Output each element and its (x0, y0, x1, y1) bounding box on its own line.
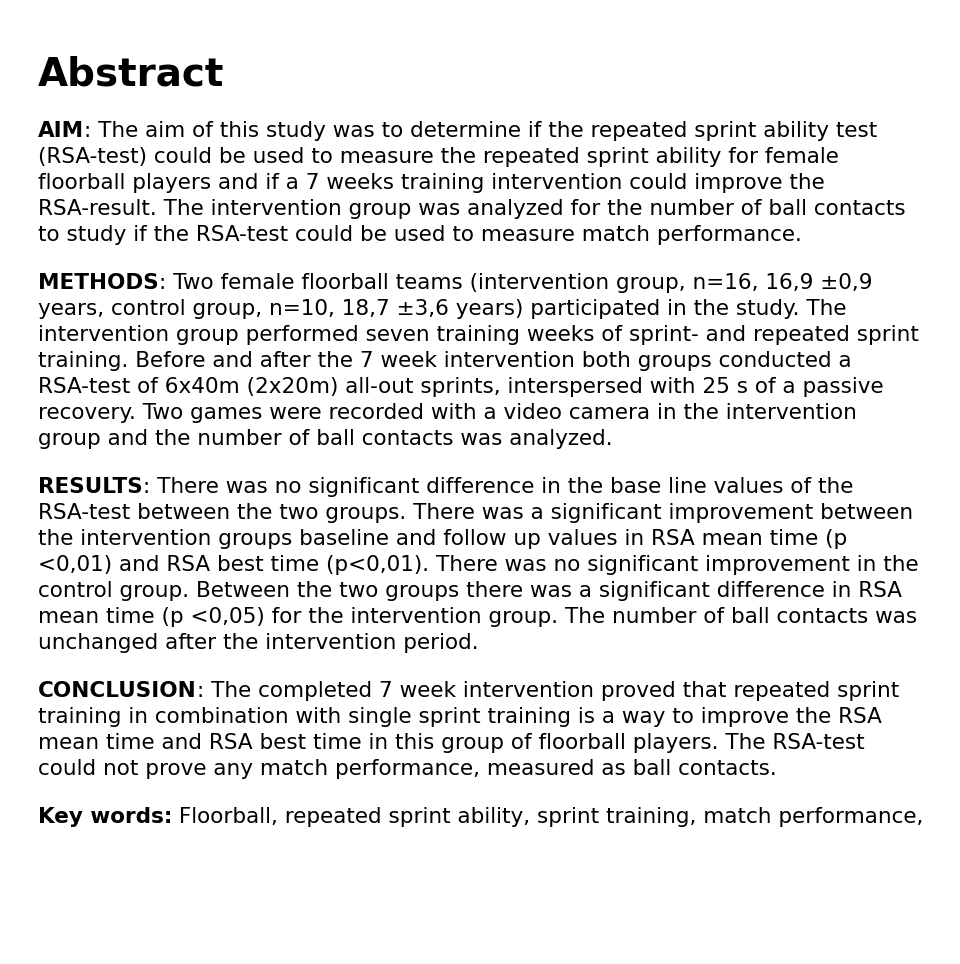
Text: mean time and RSA best time in this group of floorball players. The RSA-test: mean time and RSA best time in this grou… (38, 733, 865, 753)
Text: intervention group performed seven training weeks of sprint- and repeated sprint: intervention group performed seven train… (38, 325, 919, 345)
Text: recovery. Two games were recorded with a video camera in the intervention: recovery. Two games were recorded with a… (38, 403, 857, 423)
Text: RSA-result. The intervention group was analyzed for the number of ball contacts: RSA-result. The intervention group was a… (38, 199, 905, 219)
Text: <0,01) and RSA best time (p<0,01). There was no significant improvement in the: <0,01) and RSA best time (p<0,01). There… (38, 555, 919, 575)
Text: : The completed 7 week intervention proved that repeated sprint: : The completed 7 week intervention prov… (197, 681, 899, 701)
Text: Floorball, repeated sprint ability, sprint training, match performance,: Floorball, repeated sprint ability, spri… (173, 807, 924, 827)
Text: AIM: AIM (38, 121, 84, 141)
Text: training. Before and after the 7 week intervention both groups conducted a: training. Before and after the 7 week in… (38, 351, 852, 371)
Text: RESULTS: RESULTS (38, 477, 143, 497)
Text: control group. Between the two groups there was a significant difference in RSA: control group. Between the two groups th… (38, 581, 902, 601)
Text: : Two female floorball teams (intervention group, n=16, 16,9 ±0,9: : Two female floorball teams (interventi… (158, 273, 873, 293)
Text: CONCLUSION: CONCLUSION (38, 681, 197, 701)
Text: Abstract: Abstract (38, 55, 225, 93)
Text: years, control group, n=10, 18,7 ±3,6 years) participated in the study. The: years, control group, n=10, 18,7 ±3,6 ye… (38, 299, 847, 319)
Text: METHODS: METHODS (38, 273, 158, 293)
Text: : There was no significant difference in the base line values of the: : There was no significant difference in… (143, 477, 853, 497)
Text: floorball players and if a 7 weeks training intervention could improve the: floorball players and if a 7 weeks train… (38, 173, 825, 193)
Text: group and the number of ball contacts was analyzed.: group and the number of ball contacts wa… (38, 429, 612, 449)
Text: could not prove any match performance, measured as ball contacts.: could not prove any match performance, m… (38, 759, 777, 779)
Text: mean time (p <0,05) for the intervention group. The number of ball contacts was: mean time (p <0,05) for the intervention… (38, 607, 917, 627)
Text: RSA-test between the two groups. There was a significant improvement between: RSA-test between the two groups. There w… (38, 503, 913, 523)
Text: Key words:: Key words: (38, 807, 173, 827)
Text: RSA-test of 6x40m (2x20m) all-out sprints, interspersed with 25 s of a passive: RSA-test of 6x40m (2x20m) all-out sprint… (38, 377, 883, 397)
Text: unchanged after the intervention period.: unchanged after the intervention period. (38, 633, 479, 653)
Text: to study if the RSA-test could be used to measure match performance.: to study if the RSA-test could be used t… (38, 225, 802, 245)
Text: (RSA-test) could be used to measure the repeated sprint ability for female: (RSA-test) could be used to measure the … (38, 147, 839, 167)
Text: training in combination with single sprint training is a way to improve the RSA: training in combination with single spri… (38, 707, 882, 727)
Text: the intervention groups baseline and follow up values in RSA mean time (p: the intervention groups baseline and fol… (38, 529, 848, 549)
Text: : The aim of this study was to determine if the repeated sprint ability test: : The aim of this study was to determine… (84, 121, 877, 141)
